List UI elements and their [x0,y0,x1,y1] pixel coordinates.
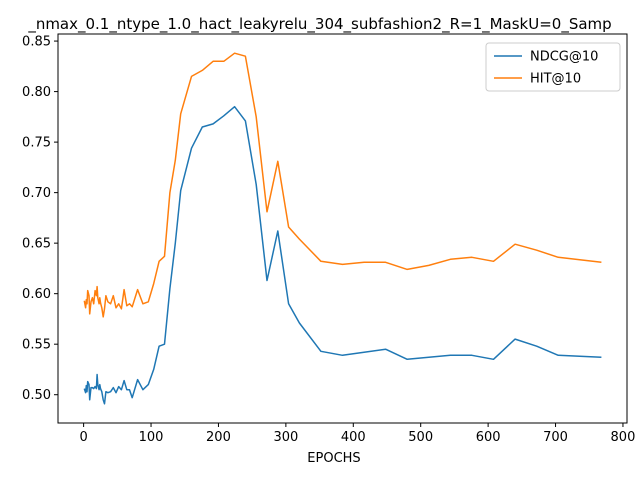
chart-title: _nmax_0.1_ntype_1.0_hact_leakyrelu_304_s… [27,15,611,34]
x-tick-label: 400 [341,430,366,445]
x-tick-label: 700 [543,430,568,445]
x-tick-label: 800 [611,430,636,445]
y-tick-label: 0.80 [22,85,51,100]
series-line-ndcg-10 [83,105,602,405]
x-axis-label: EPOCHS [307,451,360,466]
legend-label: NDCG@10 [530,50,598,65]
y-tick-label: 0.85 [22,35,51,50]
plot-area [83,52,602,405]
x-tick-label: 300 [273,430,298,445]
x-tick-label: 600 [476,430,501,445]
legend-box [485,42,621,92]
x-axis: 0 100 200 300 400 500 600 700 800 [79,423,635,445]
legend-label: HIT@10 [530,72,581,87]
x-tick-label: 200 [206,430,231,445]
x-tick-label: 100 [139,430,164,445]
y-tick-label: 0.70 [22,186,51,201]
y-tick-label: 0.55 [22,338,51,353]
series-line-hit-10 [83,52,602,318]
x-tick-label: 0 [79,430,87,445]
y-tick-label: 0.60 [22,287,51,302]
axes-frame [57,33,628,424]
x-tick-label: 500 [408,430,433,445]
legend: NDCG@10 HIT@10 [485,42,621,92]
y-tick-label: 0.65 [22,237,51,252]
y-tick-label: 0.50 [22,388,51,403]
y-tick-label: 0.75 [22,136,51,151]
y-axis: 0.50 0.55 0.60 0.65 0.70 0.75 0.80 0.85 [22,35,58,403]
